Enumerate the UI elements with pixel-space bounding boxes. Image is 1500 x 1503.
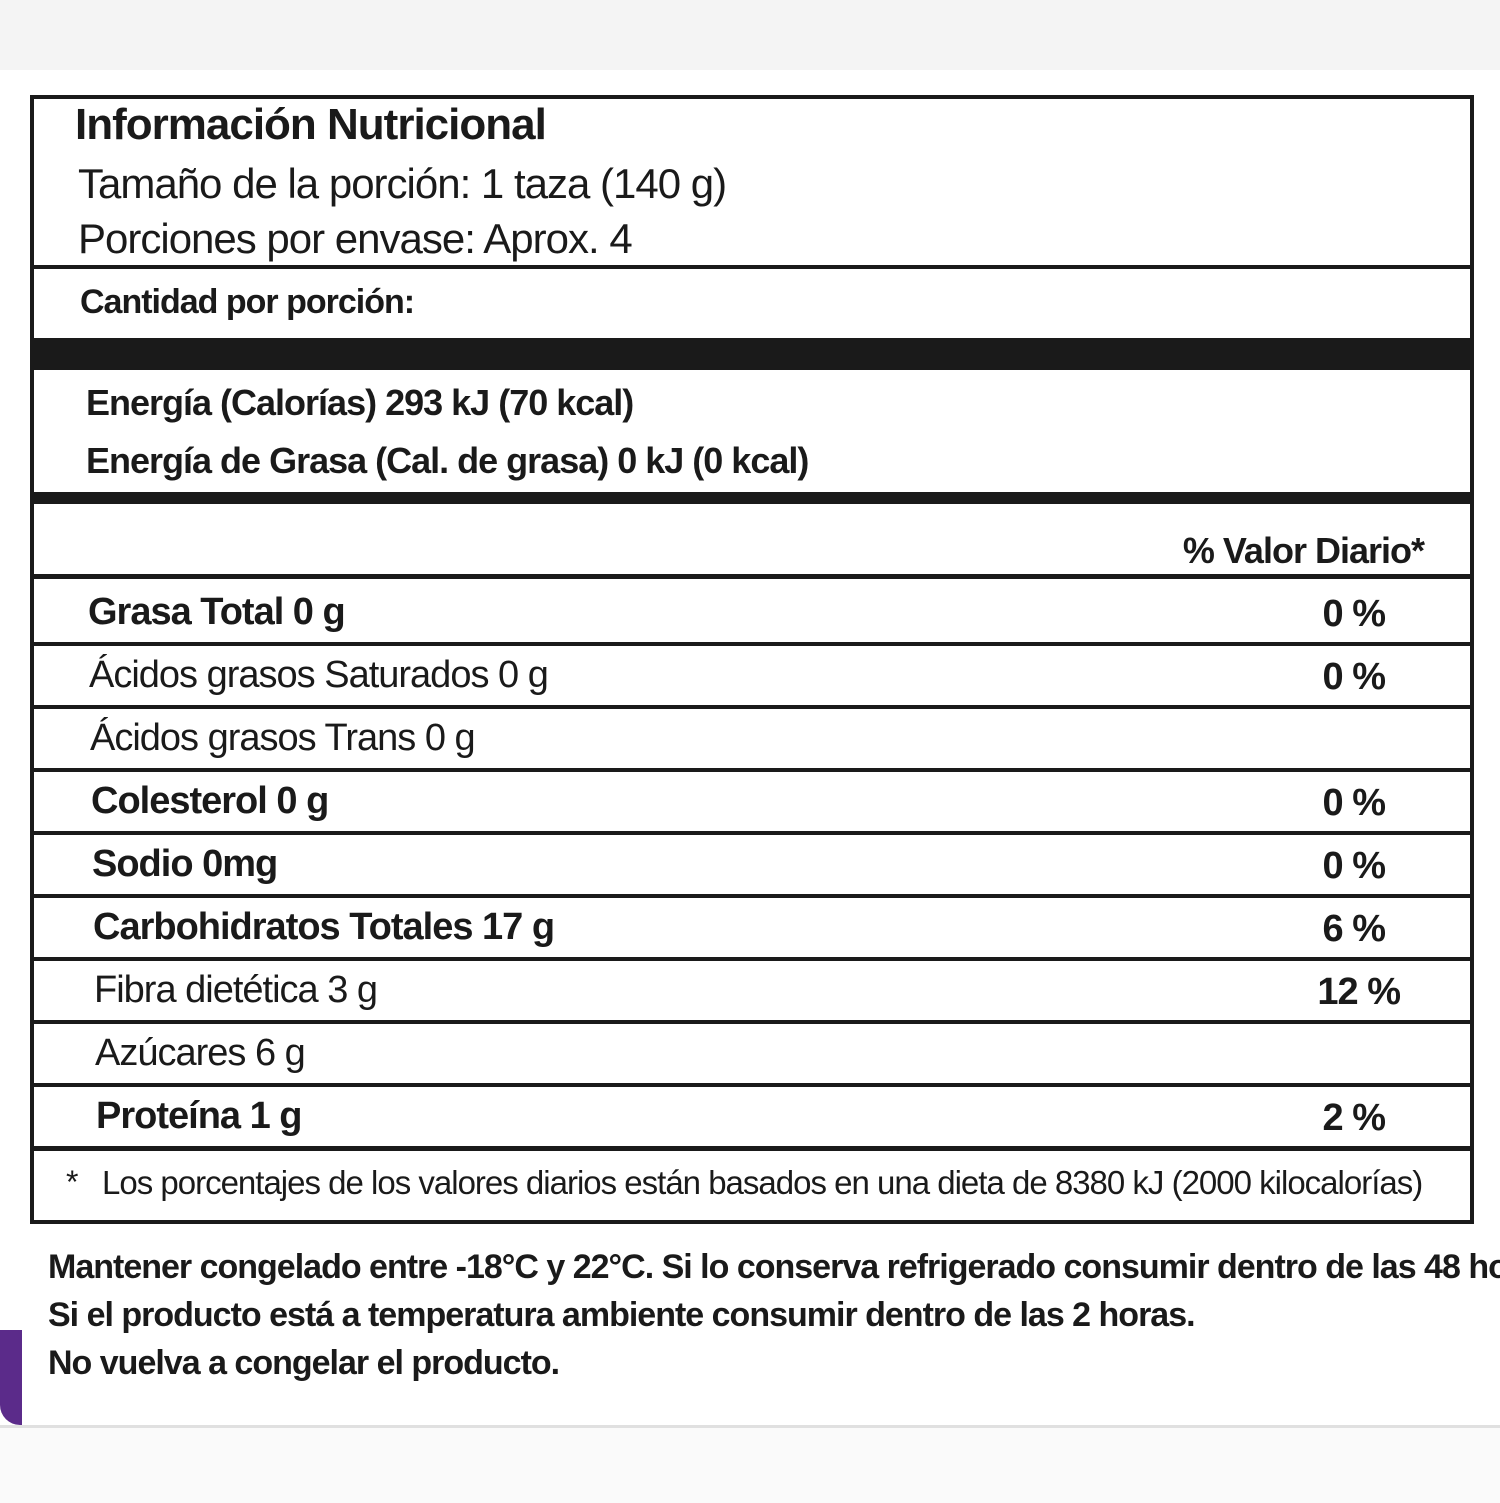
- footnote-mark: *: [66, 1164, 78, 1200]
- storage-line: Si el producto está a temperatura ambien…: [48, 1296, 1196, 1334]
- row-divider: [34, 768, 1470, 772]
- energy: Energía (Calorías) 293 kJ (70 kcal): [86, 382, 634, 423]
- nutrient-label: Carbohidratos Totales 17 g: [93, 906, 555, 948]
- energy-fat: Energía de Grasa (Cal. de grasa) 0 kJ (0…: [86, 440, 809, 481]
- dv-header: % Valor Diario*: [1182, 530, 1425, 571]
- nutrient-label: Ácidos grasos Saturados 0 g: [89, 654, 549, 696]
- row-divider: [34, 1020, 1470, 1024]
- row-divider: [34, 894, 1470, 898]
- nutrient-label: Ácidos grasos Trans 0 g: [90, 717, 476, 759]
- row-divider: [34, 831, 1470, 835]
- serving-size: Tamaño de la porción: 1 taza (140 g): [78, 160, 727, 207]
- daily-value: 0 %: [1322, 845, 1386, 887]
- nutrition-table: [30, 95, 1474, 1224]
- nutrient-label: Grasa Total 0 g: [88, 591, 346, 633]
- daily-value: 2 %: [1322, 1097, 1386, 1139]
- row-divider: [34, 957, 1470, 961]
- thick-divider: [34, 492, 1470, 504]
- row-divider: [34, 1083, 1470, 1087]
- row-divider: [34, 1146, 1470, 1151]
- daily-value: 0 %: [1322, 593, 1386, 635]
- nutrient-label: Proteína 1 g: [96, 1095, 302, 1137]
- daily-value: 0 %: [1322, 656, 1386, 698]
- daily-value: 0 %: [1322, 782, 1386, 824]
- nutrient-label: Fibra dietética 3 g: [94, 969, 378, 1011]
- footnote: Los porcentajes de los valores diarios e…: [102, 1164, 1423, 1201]
- row-divider: [34, 642, 1470, 646]
- servings: Porciones por envase: Aprox. 4: [78, 215, 633, 262]
- top-shadow: [0, 0, 1500, 70]
- daily-value: 6 %: [1322, 908, 1386, 950]
- storage-line: No vuelva a congelar el producto.: [48, 1344, 560, 1382]
- nutrient-label: Azúcares 6 g: [95, 1032, 306, 1074]
- daily-value: 12 %: [1317, 971, 1401, 1013]
- storage-line: Mantener congelado entre -18°C y 22°C. S…: [48, 1248, 1500, 1286]
- divider: [34, 265, 1470, 269]
- purple-edge: [0, 1330, 22, 1425]
- bottom-edge: [0, 1425, 1500, 1503]
- thick-bar: [34, 338, 1470, 370]
- amount-per-serving: Cantidad por porción:: [80, 283, 415, 321]
- row-divider: [34, 705, 1470, 709]
- divider: [34, 574, 1470, 579]
- nutrient-label: Sodio 0mg: [92, 843, 278, 885]
- nutrient-label: Colesterol 0 g: [91, 780, 329, 822]
- title: Información Nutricional: [75, 100, 547, 149]
